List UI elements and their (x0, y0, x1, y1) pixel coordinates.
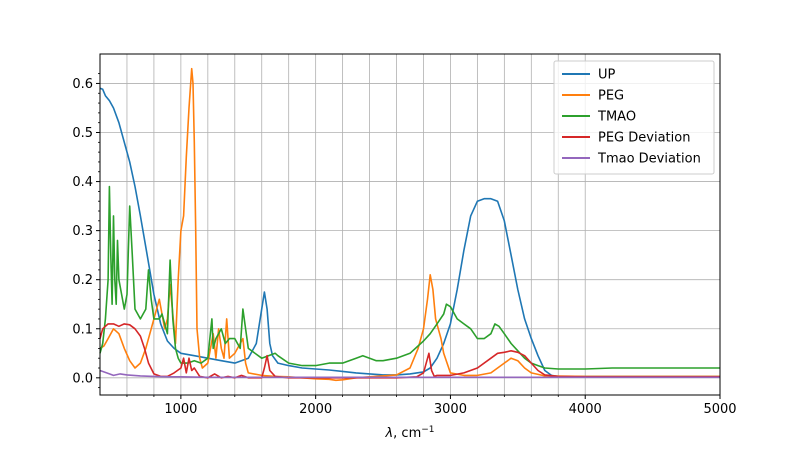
series-line-peg-deviation (99, 323, 720, 379)
x-tick-label: 5000 (703, 402, 736, 417)
x-axis-unit-exponent: −1 (421, 425, 434, 435)
legend-label-peg: PEG (598, 89, 624, 104)
y-tick-label: 0.2 (72, 273, 93, 288)
legend-label-up: UP (598, 68, 616, 83)
y-tick-label: 0.1 (72, 322, 93, 337)
x-tick-label: 4000 (569, 402, 602, 417)
legend-box (553, 60, 715, 175)
axis-ticks: 1000 2000 3000 4000 5000 0.0 0.1 0.2 0.3 0.4 0.5 0.… (72, 73, 737, 417)
x-tick-label: 3000 (434, 402, 467, 417)
y-tick-label: 0.4 (72, 175, 93, 190)
y-tick-label: 0.6 (72, 77, 93, 92)
y-tick-label: 0.3 (72, 224, 93, 239)
x-tick-label: 2000 (299, 402, 332, 417)
series-line-tmao (99, 185, 720, 370)
x-axis-unit: , cm (393, 426, 421, 441)
y-tick-label: 0.0 (72, 371, 93, 386)
legend-label-tmao: TMAO (597, 110, 636, 125)
legend: UP PEG TMAO PEG Deviation Tmao Deviation (553, 60, 715, 175)
legend-label-peg-deviation: PEG Deviation (598, 131, 690, 146)
series-line-tmao-deviation (99, 369, 720, 379)
grid-lines (100, 54, 720, 395)
x-tick-label: 1000 (164, 402, 197, 417)
x-axis-title: λ, cm−1 (384, 425, 434, 441)
plot-frame (99, 53, 721, 396)
series-line-up (99, 87, 720, 378)
x-axis-symbol: λ (384, 426, 393, 441)
series-lines (99, 67, 720, 382)
legend-label-tmao-deviation: Tmao Deviation (597, 152, 701, 167)
y-tick-label: 0.5 (72, 126, 93, 141)
